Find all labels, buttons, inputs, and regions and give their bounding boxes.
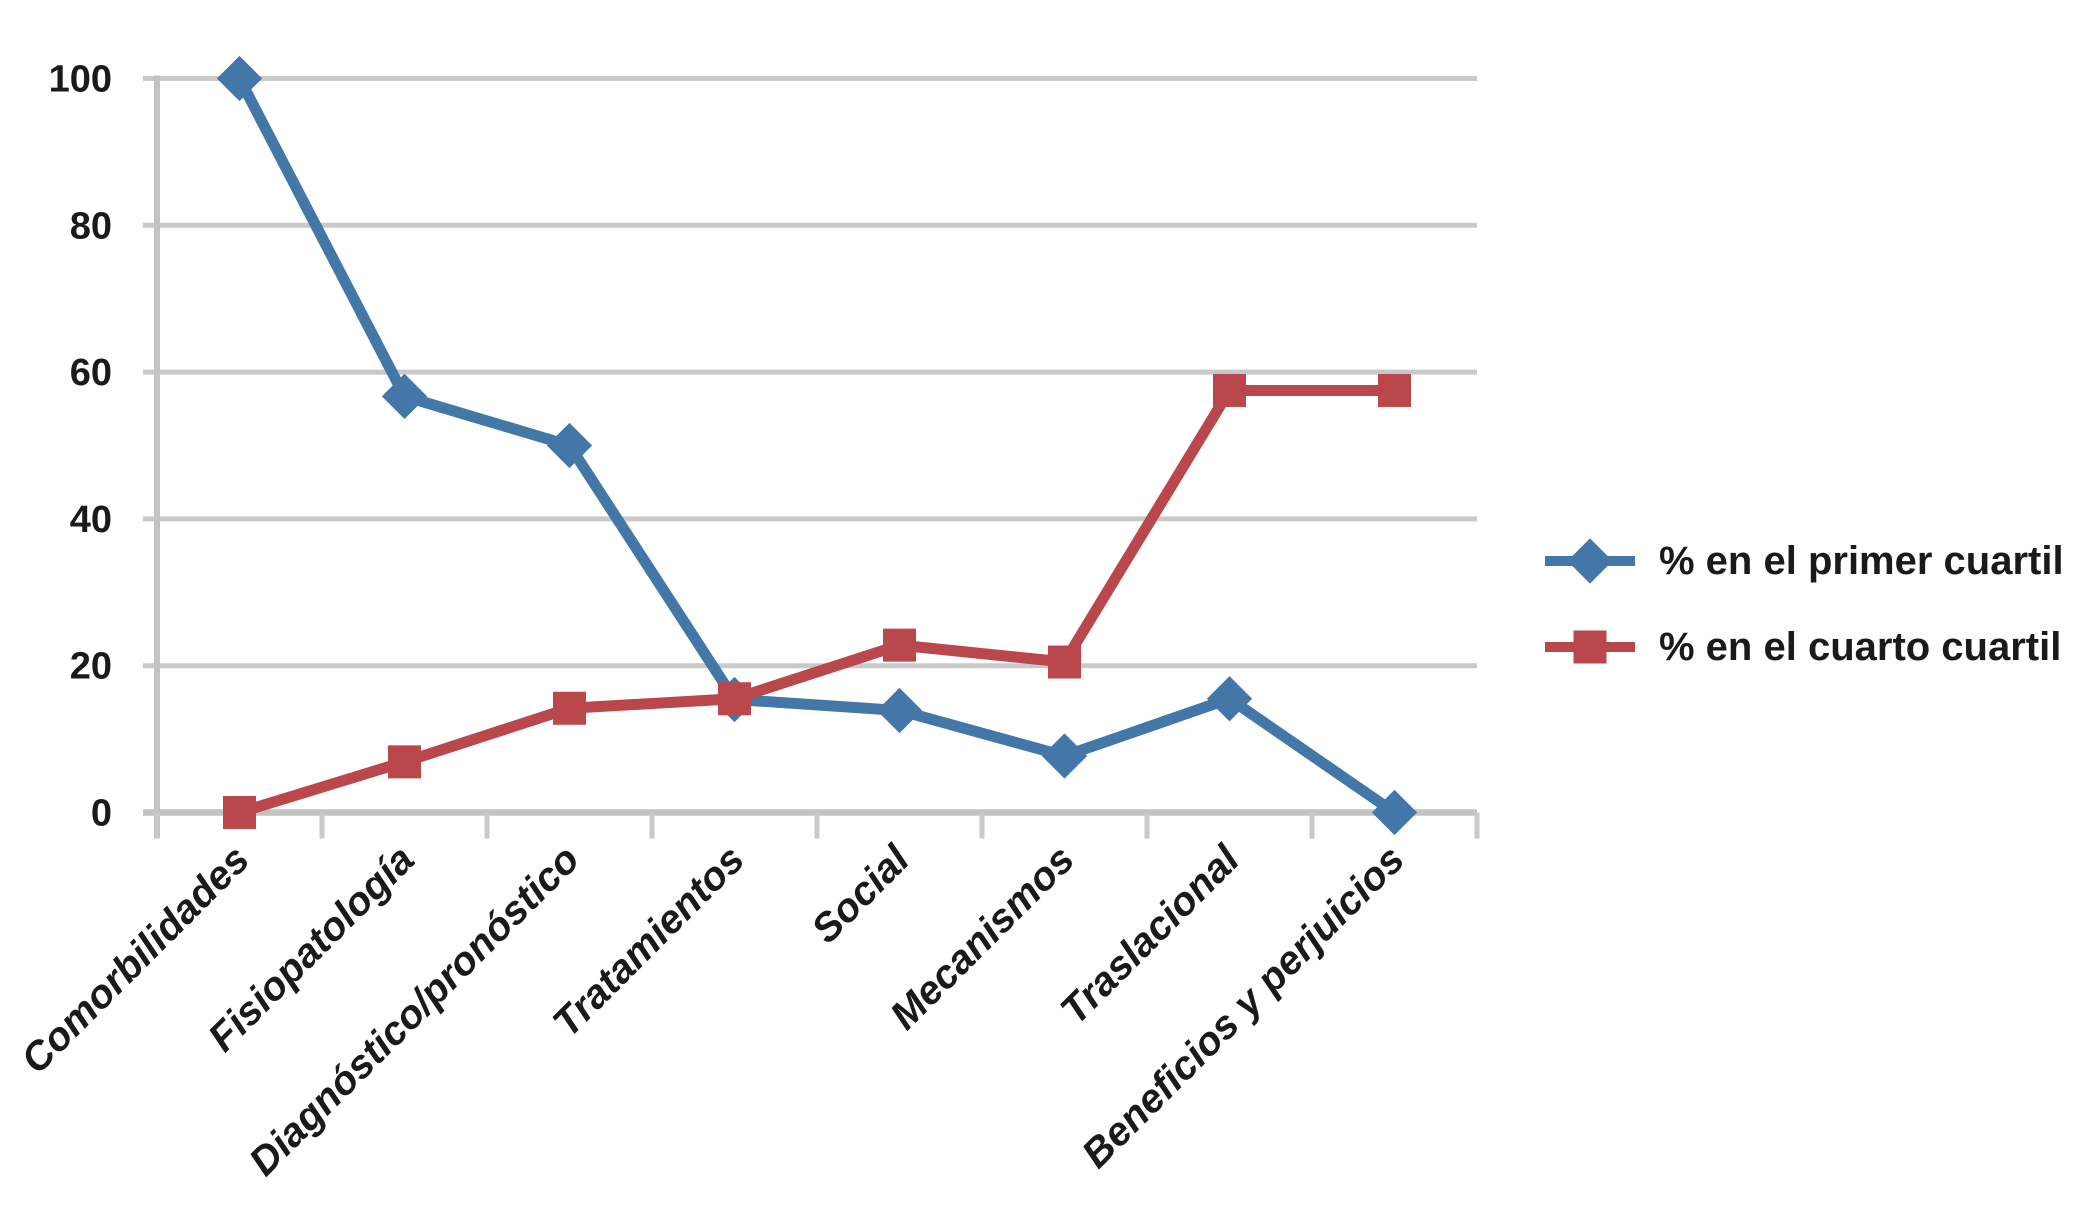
marker-square xyxy=(223,796,256,829)
marker-square xyxy=(388,745,421,779)
x-category-label: Beneficios y perjuicios xyxy=(1074,837,1413,1176)
legend-label-cuarto-cuartil: % en el cuarto cuartil xyxy=(1659,624,2062,669)
marker-diamond xyxy=(381,373,428,419)
legend-item-cuarto-cuartil: % en el cuarto cuartil xyxy=(1545,619,2064,675)
marker-square xyxy=(1378,373,1411,407)
marker-square xyxy=(1213,373,1246,407)
marker-diamond xyxy=(216,55,263,102)
y-tick-label: 20 xyxy=(70,646,112,688)
marker-square xyxy=(553,691,586,725)
y-tick-label: 0 xyxy=(91,793,112,835)
marker-square xyxy=(883,628,916,662)
series-line-1 xyxy=(237,384,1395,818)
y-tick-label: 40 xyxy=(70,499,112,541)
marker-diamond xyxy=(1041,733,1088,779)
y-tick-label: 80 xyxy=(70,205,112,247)
marker-square xyxy=(1048,645,1081,679)
marker-diamond xyxy=(876,687,923,734)
legend-diamond-swatch xyxy=(1545,538,1635,584)
legend-label-primer-cuartil: % en el primer cuartil xyxy=(1659,538,2064,583)
legend: % en el primer cuartil % en el cuarto cu… xyxy=(1545,533,2064,675)
x-category-label: Social xyxy=(803,837,918,952)
y-tick-label: 100 xyxy=(49,59,112,101)
legend-item-primer-cuartil: % en el primer cuartil xyxy=(1545,533,2064,589)
marker-square xyxy=(718,682,751,716)
series-line-0 xyxy=(234,75,1398,818)
y-tick-label: 60 xyxy=(70,352,112,394)
x-category-label: Diagnóstico/pronóstico xyxy=(241,837,588,1184)
legend-square-swatch xyxy=(1545,630,1635,664)
